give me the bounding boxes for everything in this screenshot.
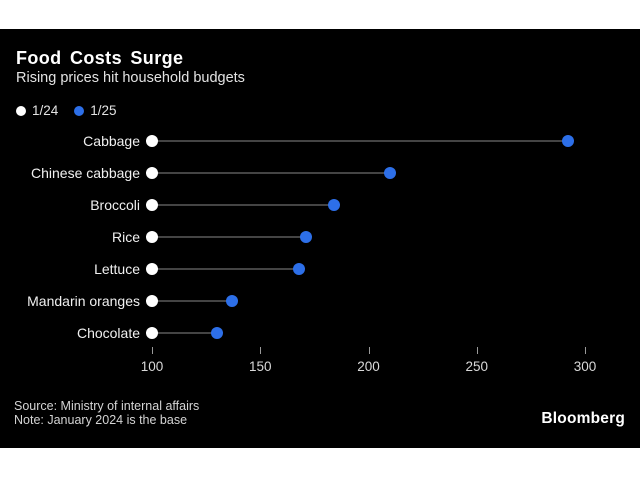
dot-1-24 bbox=[146, 263, 158, 275]
dot-1-24 bbox=[146, 135, 158, 147]
x-axis-tick-mark bbox=[152, 347, 153, 354]
source-line: Source: Ministry of internal affairs bbox=[14, 399, 200, 413]
connector-line bbox=[152, 204, 334, 206]
category-label: Lettuce bbox=[94, 261, 140, 277]
dot-1-24 bbox=[146, 199, 158, 211]
category-label: Cabbage bbox=[83, 133, 140, 149]
category-label: Broccoli bbox=[90, 197, 140, 213]
dot-1-25 bbox=[561, 135, 574, 147]
connector-line bbox=[152, 268, 300, 270]
bloomberg-chart: Food Costs Surge Rising prices hit house… bbox=[0, 29, 640, 448]
legend-label-1-24: 1/24 bbox=[32, 103, 59, 118]
footer-text: Source: Ministry of internal affairs Not… bbox=[14, 399, 200, 427]
chart-title: Food Costs Surge bbox=[16, 48, 184, 68]
x-axis-tick-label: 300 bbox=[573, 359, 597, 374]
connector-line bbox=[152, 236, 306, 238]
category-label: Rice bbox=[111, 229, 140, 245]
connector-line bbox=[152, 300, 233, 302]
dot-1-24 bbox=[146, 167, 158, 179]
dot-1-25 bbox=[210, 327, 223, 339]
x-axis-tick-label: 150 bbox=[248, 359, 272, 374]
dot-1-25 bbox=[299, 231, 312, 243]
x-axis-tick-label: 200 bbox=[357, 359, 380, 374]
dot-1-25 bbox=[293, 263, 306, 275]
x-axis-tick-mark bbox=[476, 347, 478, 354]
category-label: Chocolate bbox=[76, 325, 140, 341]
x-axis-tick-mark bbox=[368, 347, 370, 354]
x-axis-tick-mark bbox=[260, 347, 262, 354]
connector-line bbox=[152, 140, 568, 142]
dot-1-24 bbox=[146, 295, 158, 307]
dot-1-24 bbox=[146, 231, 158, 243]
chart-subtitle: Rising prices hit household budgets bbox=[16, 70, 245, 86]
legend-item-1-24: 1/24 bbox=[16, 104, 58, 118]
legend-dot-1-25 bbox=[74, 106, 85, 116]
legend-item-1-25: 1/25 bbox=[74, 103, 117, 118]
connector-line bbox=[152, 332, 217, 334]
x-axis-tick-mark bbox=[585, 347, 586, 354]
dot-1-25 bbox=[384, 167, 397, 179]
x-axis-tick-label: 100 bbox=[140, 359, 164, 374]
x-axis-tick-label: 250 bbox=[465, 359, 489, 374]
category-label: Chinese cabbage bbox=[31, 165, 140, 181]
plot-area: Cabbage Chinese cabbage Broccoli Rice Lettuc… bbox=[0, 29, 640, 448]
dot-1-24 bbox=[146, 327, 158, 339]
dot-1-25 bbox=[226, 295, 239, 307]
legend-dot-1-24 bbox=[16, 106, 26, 116]
note-line: Note: January 2024 is the base bbox=[14, 412, 188, 427]
bloomberg-logo: Bloomberg bbox=[541, 410, 625, 427]
legend: 1/24 1/25 bbox=[16, 104, 117, 118]
category-label: Mandarin oranges bbox=[27, 293, 140, 309]
dot-1-25 bbox=[327, 199, 340, 211]
legend-label-1-25: 1/25 bbox=[90, 103, 117, 118]
connector-line bbox=[152, 172, 391, 174]
